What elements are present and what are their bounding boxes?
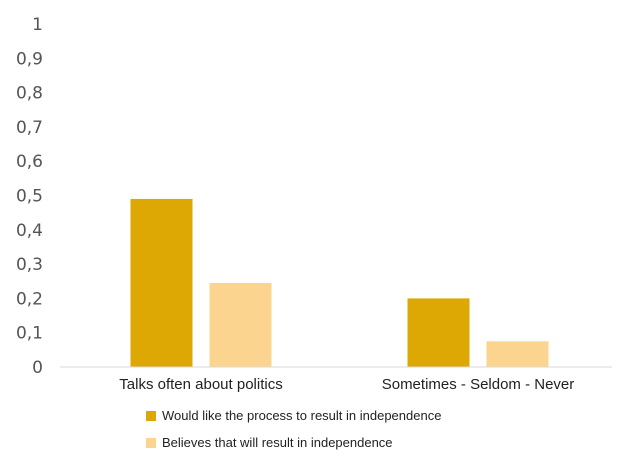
y-tick-label: 0,3 xyxy=(16,255,43,275)
y-tick-label: 0,5 xyxy=(16,187,43,207)
bar-series-2-2 xyxy=(486,341,549,367)
x-category-label: Sometimes - Seldom - Never xyxy=(382,376,575,393)
bar-series-1-1 xyxy=(130,198,193,367)
legend-label: Would like the process to result in inde… xyxy=(162,408,441,423)
y-axis: 0 0,1 0,2 0,3 0,4 0,5 0,6 0,7 0,8 0,9 1 xyxy=(16,15,43,378)
y-tick-label: 0,8 xyxy=(16,84,43,104)
bar-series-1-2 xyxy=(407,298,470,367)
y-tick-label: 0,9 xyxy=(16,49,43,69)
y-tick-label: 0,6 xyxy=(16,152,43,172)
legend: Would like the process to result in inde… xyxy=(146,408,441,450)
bar-series-2-1 xyxy=(209,282,272,367)
y-tick-label: 1 xyxy=(32,15,43,35)
y-tick-label: 0 xyxy=(32,358,43,378)
y-tick-label: 0,1 xyxy=(16,324,43,344)
x-axis: Talks often about politics Sometimes - Se… xyxy=(119,376,574,393)
x-category-label: Talks often about politics xyxy=(119,376,282,393)
legend-swatch xyxy=(146,438,156,448)
legend-swatch xyxy=(146,411,156,421)
legend-label: Believes that will result in independenc… xyxy=(162,435,393,450)
y-tick-label: 0,2 xyxy=(16,289,43,309)
bars xyxy=(130,198,549,367)
y-tick-label: 0,4 xyxy=(16,221,43,241)
y-tick-label: 0,7 xyxy=(16,118,43,138)
